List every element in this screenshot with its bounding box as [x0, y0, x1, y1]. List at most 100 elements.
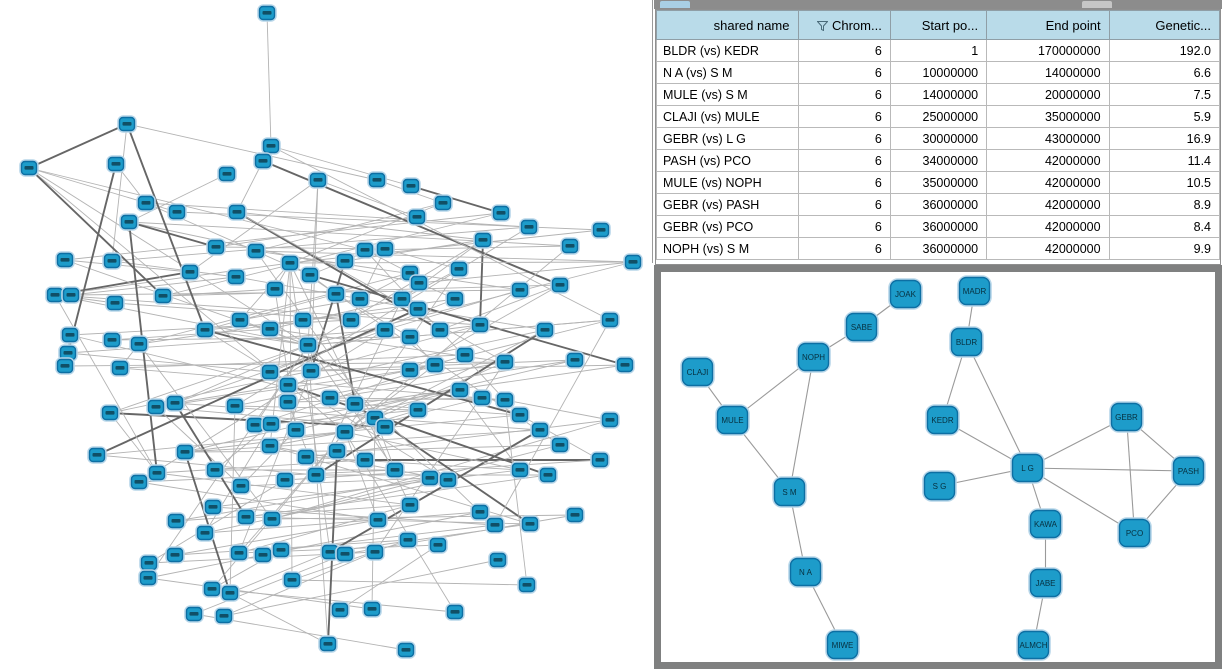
graph-node[interactable]	[138, 569, 158, 587]
graph-node[interactable]	[530, 421, 550, 439]
graph-node[interactable]	[615, 356, 635, 374]
cell-shared-name[interactable]: PASH (vs) PCO	[656, 149, 799, 172]
cell-value[interactable]: 192.0	[1108, 39, 1220, 62]
graph-node[interactable]	[184, 605, 204, 623]
graph-node[interactable]	[206, 238, 226, 256]
graph-node[interactable]	[147, 464, 167, 482]
cell-value[interactable]: 6.6	[1108, 61, 1220, 84]
graph-node[interactable]	[591, 221, 611, 239]
graph-node-pco[interactable]: PCO	[1117, 517, 1152, 549]
cell-shared-name[interactable]: MULE (vs) NOPH	[656, 171, 799, 194]
table-row[interactable]: GEBR (vs) PASH 6 36000000 42000000 8.9	[656, 193, 1220, 216]
graph-node[interactable]	[367, 171, 387, 189]
graph-node-noph[interactable]: NOPH	[796, 341, 831, 373]
cell-value[interactable]: 36000000	[889, 193, 988, 216]
graph-node[interactable]	[265, 280, 285, 298]
graph-node[interactable]	[590, 451, 610, 469]
cell-value[interactable]: 14000000	[889, 83, 988, 106]
cell-value[interactable]: 42000000	[986, 171, 1110, 194]
cell-value[interactable]: 36000000	[889, 237, 988, 260]
table-row[interactable]: GEBR (vs) PCO 6 36000000 42000000 8.4	[656, 215, 1220, 238]
graph-node[interactable]	[433, 194, 453, 212]
graph-node[interactable]	[102, 252, 122, 270]
cell-value[interactable]: 6	[797, 105, 891, 128]
graph-node[interactable]	[445, 290, 465, 308]
graph-node[interactable]	[520, 515, 540, 533]
graph-node-l-g[interactable]: L G	[1010, 452, 1045, 484]
graph-node[interactable]	[203, 498, 223, 516]
graph-node-bldr[interactable]: BLDR	[949, 326, 984, 358]
cell-shared-name[interactable]: GEBR (vs) PCO	[656, 215, 799, 238]
graph-node[interactable]	[195, 321, 215, 339]
graph-node[interactable]	[275, 471, 295, 489]
graph-node[interactable]	[45, 286, 65, 304]
column-header-shared-name[interactable]: shared name	[656, 10, 799, 40]
graph-node[interactable]	[510, 461, 530, 479]
graph-node[interactable]	[510, 281, 530, 299]
graph-node[interactable]	[365, 543, 385, 561]
cell-value[interactable]: 34000000	[889, 149, 988, 172]
graph-node[interactable]	[180, 263, 200, 281]
graph-node[interactable]	[400, 496, 420, 514]
graph-node-sabe[interactable]: SABE	[844, 311, 879, 343]
graph-node[interactable]	[408, 300, 428, 318]
cell-value[interactable]: 1	[889, 39, 988, 62]
graph-node[interactable]	[455, 346, 475, 364]
graph-node-kedr[interactable]: KEDR	[925, 404, 960, 436]
graph-node[interactable]	[408, 401, 428, 419]
graph-node[interactable]	[229, 544, 249, 562]
graph-node[interactable]	[102, 331, 122, 349]
graph-node[interactable]	[345, 395, 365, 413]
graph-node[interactable]	[495, 391, 515, 409]
graph-node[interactable]	[392, 290, 412, 308]
graph-node[interactable]	[260, 320, 280, 338]
graph-node[interactable]	[320, 389, 340, 407]
graph-node[interactable]	[60, 326, 80, 344]
graph-node[interactable]	[300, 266, 320, 284]
cell-value[interactable]: 43000000	[986, 127, 1110, 150]
graph-node[interactable]	[225, 397, 245, 415]
detail-network-canvas[interactable]: JOAK MADR SABE NOPH BLDR CLAJI MULE KEDR GEBR L G…	[661, 272, 1215, 662]
cell-shared-name[interactable]: MULE (vs) S M	[656, 83, 799, 106]
graph-node[interactable]	[335, 252, 355, 270]
graph-node[interactable]	[623, 253, 643, 271]
graph-node[interactable]	[472, 389, 492, 407]
graph-node[interactable]	[167, 203, 187, 221]
graph-node-joak[interactable]: JOAK	[888, 278, 923, 310]
graph-node[interactable]	[227, 203, 247, 221]
graph-node[interactable]	[19, 159, 39, 177]
table-row[interactable]: GEBR (vs) L G 6 30000000 43000000 16.9	[656, 127, 1220, 150]
graph-node[interactable]	[473, 231, 493, 249]
graph-node[interactable]	[55, 357, 75, 375]
cell-value[interactable]: 6	[797, 193, 891, 216]
graph-node[interactable]	[470, 503, 490, 521]
graph-node-jabe[interactable]: JABE	[1028, 567, 1063, 599]
graph-node[interactable]	[100, 404, 120, 422]
graph-node[interactable]	[136, 194, 156, 212]
graph-node[interactable]	[510, 406, 530, 424]
graph-node[interactable]	[600, 411, 620, 429]
graph-node-n-a[interactable]: N A	[788, 556, 823, 588]
graph-node[interactable]	[362, 600, 382, 618]
graph-node[interactable]	[425, 356, 445, 374]
graph-node[interactable]	[261, 415, 281, 433]
cell-value[interactable]: 11.4	[1108, 149, 1220, 172]
overview-network-canvas[interactable]	[0, 0, 655, 669]
graph-node[interactable]	[400, 328, 420, 346]
graph-node[interactable]	[306, 466, 326, 484]
cell-value[interactable]: 5.9	[1108, 105, 1220, 128]
cell-value[interactable]: 6	[797, 83, 891, 106]
graph-node[interactable]	[355, 451, 375, 469]
graph-node[interactable]	[327, 442, 347, 460]
filter-funnel-icon[interactable]	[816, 20, 828, 31]
graph-node[interactable]	[485, 516, 505, 534]
graph-node[interactable]	[355, 241, 375, 259]
cell-value[interactable]: 16.9	[1108, 127, 1220, 150]
graph-node[interactable]	[396, 641, 416, 659]
graph-node-pash[interactable]: PASH	[1171, 455, 1206, 487]
graph-node[interactable]	[335, 545, 355, 563]
graph-node[interactable]	[308, 171, 328, 189]
cell-value[interactable]: 42000000	[986, 215, 1110, 238]
graph-node-claji[interactable]: CLAJI	[680, 356, 715, 388]
graph-node-miwe[interactable]: MIWE	[825, 629, 860, 661]
